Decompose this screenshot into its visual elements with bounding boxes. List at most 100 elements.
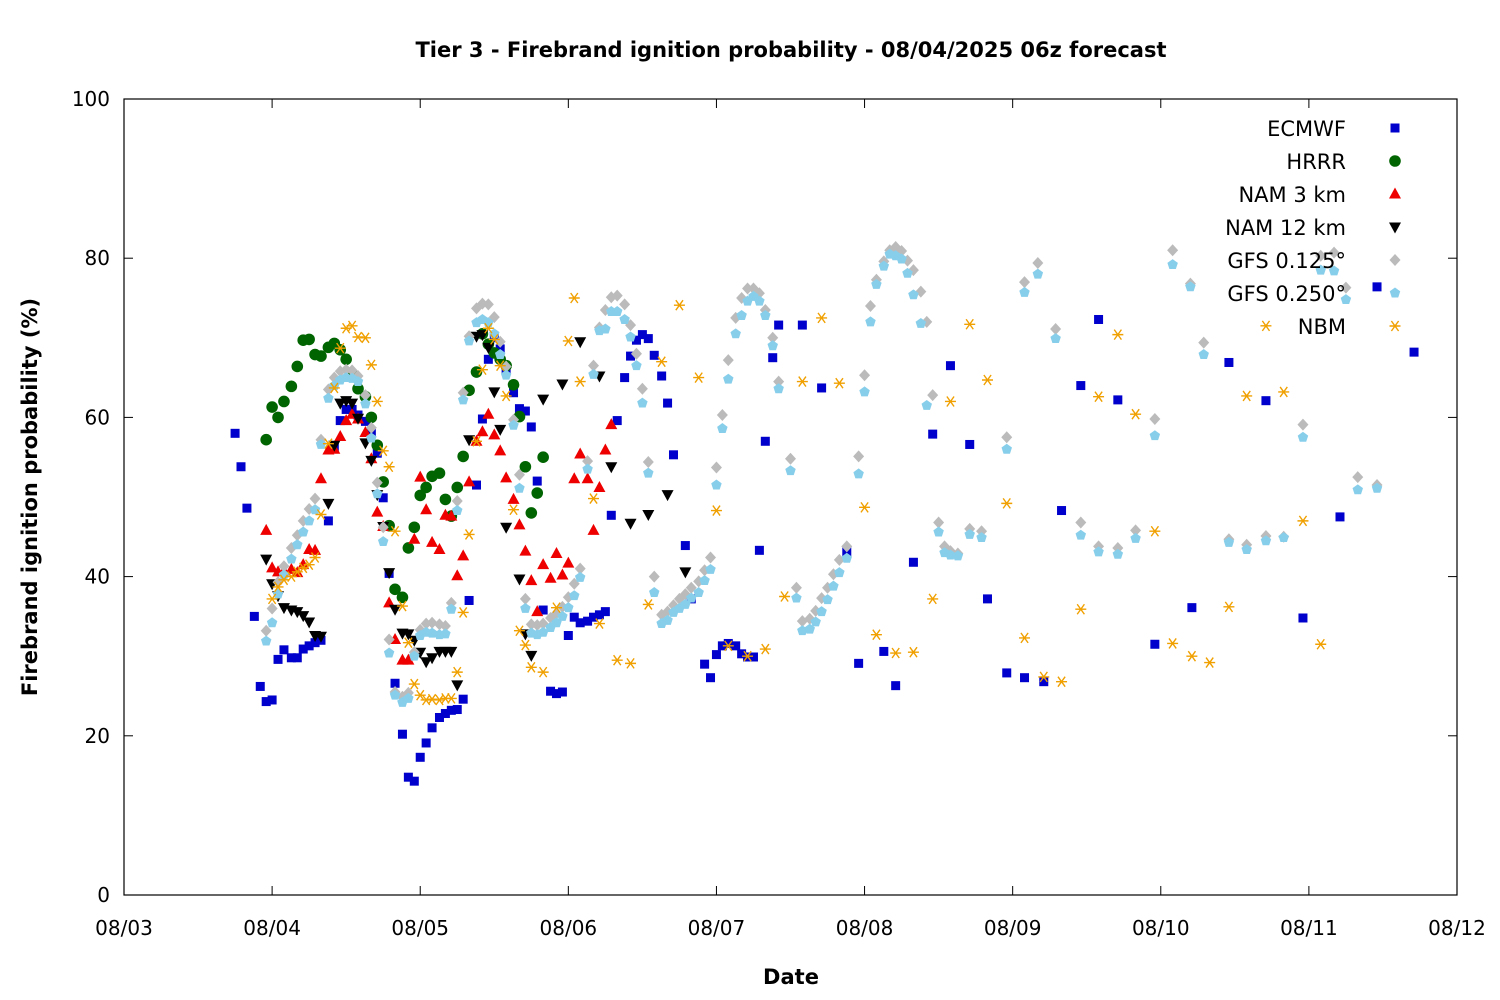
data-point	[915, 317, 927, 328]
data-point	[445, 692, 457, 704]
data-point	[668, 450, 678, 460]
legend: ECMWF HRRR NAM 3 km NAM 12 km GFS 0.125° GFS …	[1225, 117, 1401, 339]
data-point	[1260, 535, 1272, 546]
data-point	[544, 571, 557, 583]
data-point	[611, 306, 623, 316]
data-point	[605, 462, 618, 474]
data-point	[556, 568, 569, 580]
data-point	[452, 705, 462, 715]
data-point	[589, 612, 599, 622]
data-point	[626, 351, 636, 361]
data-point	[513, 625, 525, 637]
data-point	[796, 376, 808, 387]
data-point	[494, 349, 506, 359]
data-point	[451, 680, 464, 692]
data-point	[408, 521, 421, 534]
data-point	[859, 386, 870, 397]
data-point	[661, 490, 674, 502]
data-point	[611, 289, 623, 302]
data-point	[434, 712, 444, 722]
y-tick-label: 60	[85, 405, 110, 429]
data-point	[1297, 431, 1309, 442]
legend-marker	[1389, 254, 1401, 266]
data-point	[525, 661, 537, 673]
data-point	[340, 414, 353, 426]
x-tick-label: 08/11	[1280, 916, 1338, 940]
series-nbm	[266, 292, 1327, 706]
data-point	[568, 292, 580, 304]
legend-marker	[1389, 222, 1401, 234]
data-point	[1315, 249, 1327, 262]
data-point	[550, 602, 562, 614]
data-point	[286, 653, 296, 663]
data-point	[791, 592, 802, 603]
x-tick-label: 08/05	[391, 916, 449, 940]
data-point	[594, 610, 604, 620]
data-point	[679, 567, 692, 579]
data-point	[706, 673, 716, 683]
data-point	[377, 445, 389, 457]
data-point	[359, 426, 372, 438]
data-point	[323, 516, 333, 526]
data-point	[1056, 676, 1068, 688]
data-point	[774, 320, 784, 330]
x-tick-label: 08/03	[95, 916, 153, 940]
data-point	[304, 641, 314, 651]
data-point	[389, 525, 401, 537]
data-point	[303, 333, 315, 346]
data-point	[365, 455, 378, 467]
data-point	[1409, 347, 1419, 357]
data-point	[476, 364, 488, 376]
data-point	[482, 342, 495, 354]
data-point	[427, 723, 437, 733]
data-point	[663, 398, 673, 408]
data-point	[309, 492, 321, 505]
data-point	[896, 253, 907, 264]
data-point	[754, 545, 764, 555]
legend-marker	[1389, 155, 1401, 167]
data-point	[759, 643, 771, 655]
data-point	[1187, 603, 1197, 613]
data-point	[673, 299, 685, 311]
data-point	[1297, 515, 1309, 527]
data-point	[402, 637, 414, 649]
data-point	[433, 543, 446, 555]
data-point	[389, 604, 402, 616]
data-point	[531, 605, 544, 617]
data-point	[1340, 294, 1352, 305]
data-point	[637, 397, 648, 408]
data-point	[383, 568, 396, 580]
data-point	[1150, 639, 1160, 649]
data-point	[767, 331, 779, 344]
data-point	[1032, 256, 1044, 269]
data-point	[537, 626, 549, 637]
data-point	[519, 460, 532, 473]
data-point	[458, 694, 468, 704]
data-point	[314, 631, 327, 643]
data-point	[1340, 281, 1352, 294]
data-point	[292, 539, 303, 550]
data-point	[440, 709, 450, 719]
data-point	[500, 390, 512, 402]
data-point	[1149, 412, 1161, 425]
data-point	[303, 515, 315, 526]
data-point	[748, 652, 758, 662]
data-point	[927, 593, 939, 605]
data-point	[1260, 320, 1272, 332]
data-point	[722, 354, 734, 367]
data-point	[1328, 246, 1340, 259]
data-point	[273, 654, 283, 664]
data-point	[383, 633, 395, 646]
data-point	[879, 646, 889, 656]
data-point	[261, 697, 271, 707]
data-point	[372, 448, 382, 458]
data-point	[754, 295, 765, 306]
data-point	[309, 504, 321, 515]
data-point	[286, 553, 297, 564]
data-point	[642, 455, 654, 468]
data-point	[816, 312, 828, 324]
data-point	[1224, 357, 1234, 367]
data-point	[383, 647, 395, 658]
data-point	[266, 401, 278, 413]
